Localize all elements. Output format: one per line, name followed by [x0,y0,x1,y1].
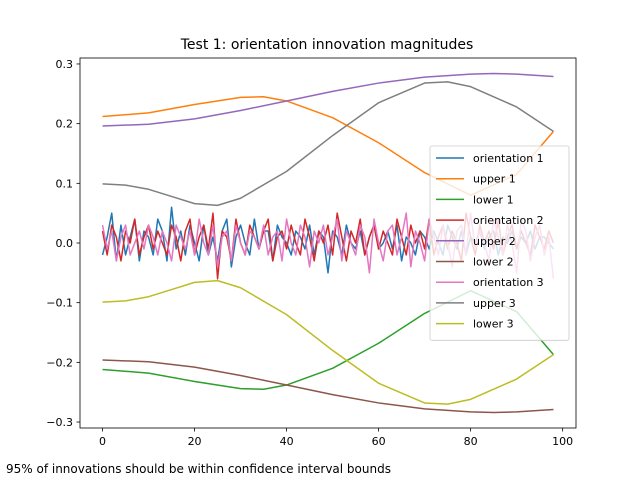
x-tick-label: 20 [188,435,202,448]
series-line-lower-3 [102,279,554,405]
series-line-upper-2 [102,72,554,127]
y-tick-label: −0.3 [46,416,73,429]
legend-label-orientation-2: orientation 2 [473,214,544,227]
y-tick-label: 0.0 [56,237,74,250]
legend-label-orientation-3: orientation 3 [473,276,544,289]
legend-label-upper-3: upper 3 [473,297,516,310]
legend-label-upper-1: upper 1 [473,173,516,186]
legend-label-lower-1: lower 1 [473,193,514,206]
y-tick-label: −0.2 [46,356,73,369]
y-tick-label: −0.1 [46,297,73,310]
x-tick-label: 0 [99,435,106,448]
legend-label-lower-2: lower 2 [473,256,514,269]
chart-caption: 95% of innovations should be within conf… [6,462,391,476]
x-tick-label: 40 [280,435,294,448]
legend: orientation 1 upper 1 lower 1 orientation 2… [429,145,570,341]
y-tick-label: 0.2 [56,118,74,131]
y-tick-label: 0.1 [56,177,74,190]
legend-label-upper-2: upper 2 [473,235,516,248]
series-line-upper-3 [102,81,554,207]
legend-box [429,145,570,341]
x-tick-label: 60 [372,435,386,448]
x-tick-label: 80 [464,435,478,448]
legend-label-lower-3: lower 3 [473,318,514,331]
legend-label-orientation-1: orientation 1 [473,152,544,165]
y-tick-label: 0.3 [56,58,74,71]
series-layer [101,72,555,414]
series-line-lower-2 [102,359,554,414]
chart-title: Test 1: orientation innovation magnitude… [180,37,473,53]
axis-layer: 0 20 40 60 80 100 −0.3 −0.2 −0.1 0.0 0.1 0.2 0.3 [46,58,573,448]
x-tick-label: 100 [552,435,573,448]
